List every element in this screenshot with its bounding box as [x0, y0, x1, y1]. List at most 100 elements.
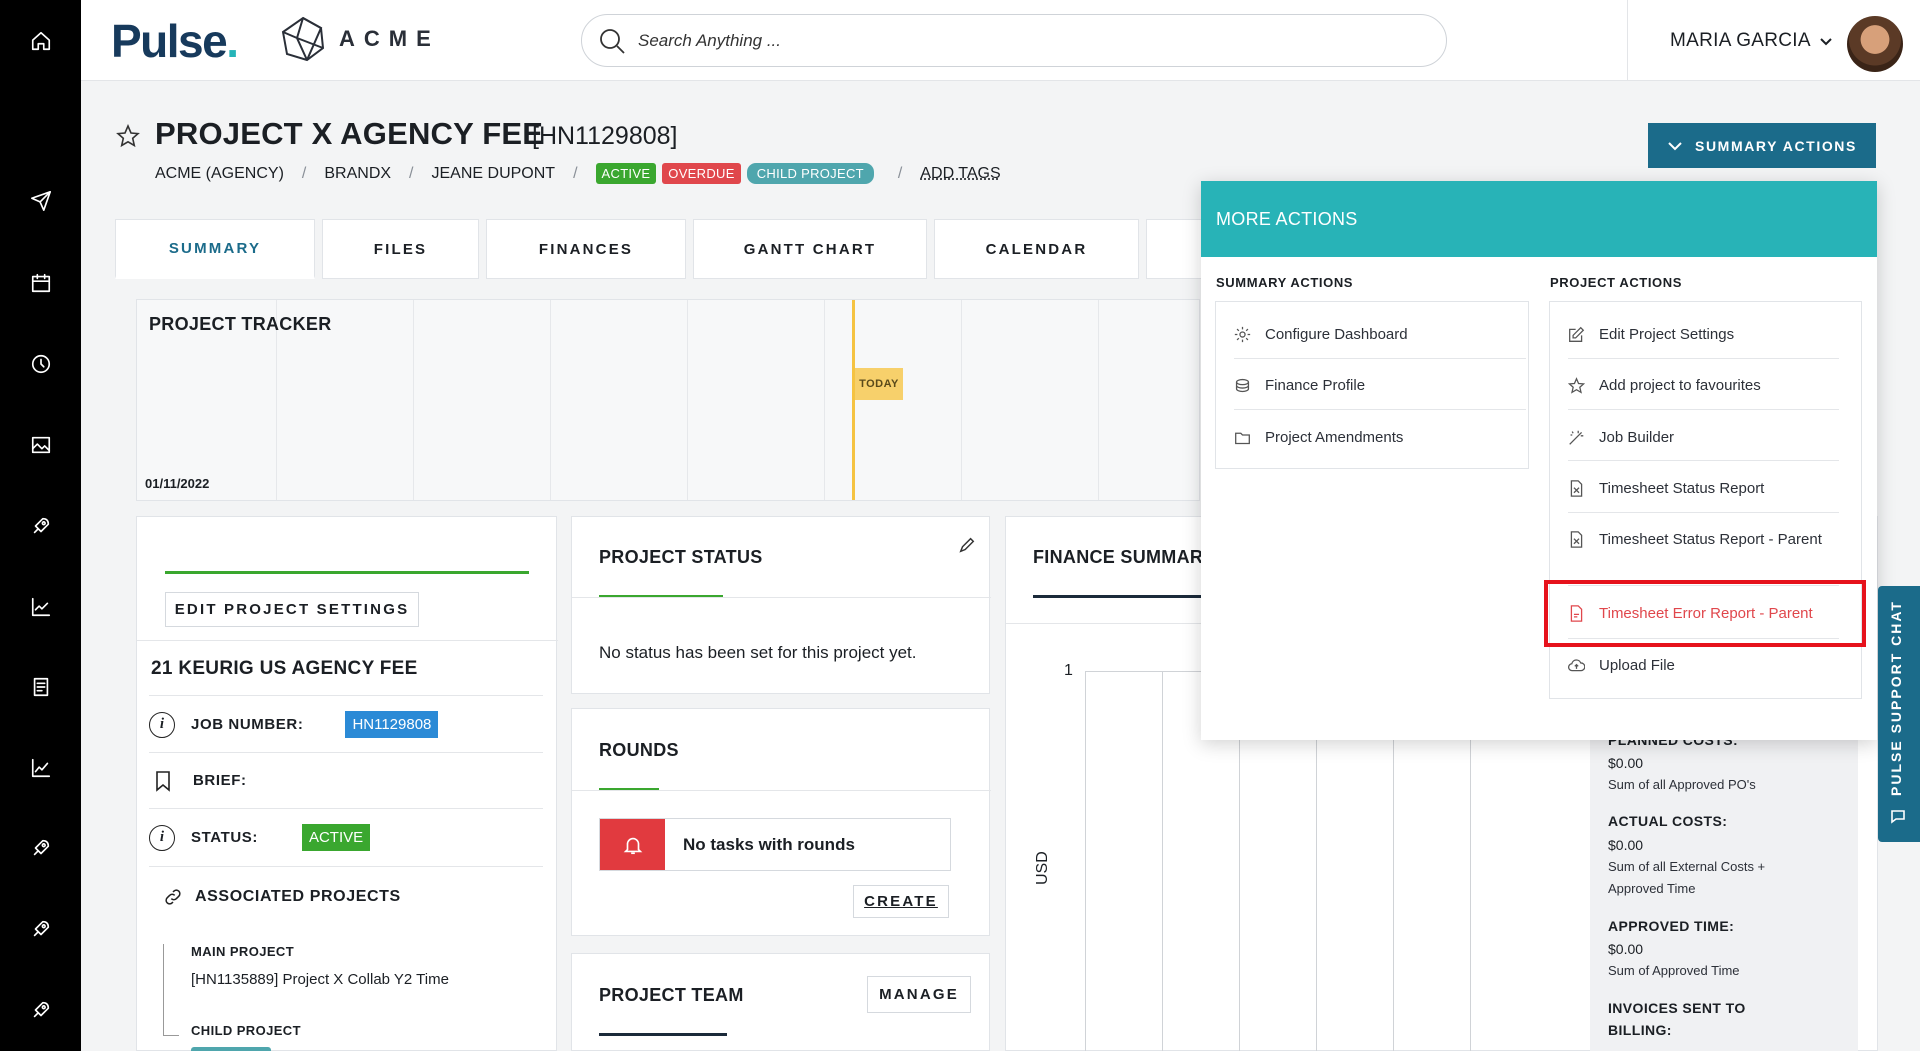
- breadcrumb-brand[interactable]: BRANDX: [324, 165, 391, 183]
- support-chat-tab[interactable]: PULSE SUPPORT CHAT: [1878, 586, 1920, 842]
- edit-project-settings-button[interactable]: EDIT PROJECT SETTINGS: [165, 592, 419, 627]
- chevron-down-icon: [1667, 138, 1683, 154]
- rounds-title: ROUNDS: [599, 740, 679, 761]
- document-icon[interactable]: [26, 672, 56, 702]
- breadcrumb-client[interactable]: ACME (AGENCY): [155, 165, 284, 183]
- rocket-icon[interactable]: [26, 914, 56, 944]
- approved-time-note: Sum of Approved Time: [1608, 960, 1740, 982]
- user-menu[interactable]: MARIA GARCIA: [1670, 30, 1833, 52]
- project-status-title: PROJECT STATUS: [599, 547, 763, 568]
- search-input[interactable]: [638, 31, 1418, 51]
- project-actions-heading: PROJECT ACTIONS: [1550, 275, 1682, 290]
- star-icon: [1568, 377, 1585, 394]
- project-tracker: PROJECT TRACKER 01/11/2022 TODAY: [136, 299, 1200, 501]
- menu-item-configure-dashboard[interactable]: Configure Dashboard: [1234, 323, 1408, 346]
- search-icon: [598, 27, 626, 55]
- status-badge-overdue: OVERDUE: [662, 163, 740, 184]
- rounds-card: ROUNDS No tasks with rounds CREATE: [571, 708, 990, 936]
- child-project-chip[interactable]: [191, 1047, 271, 1051]
- invoices-label-2: BILLING:: [1608, 1022, 1672, 1038]
- header-divider: [1627, 0, 1628, 81]
- page-title: PROJECT X AGENCY FEE: [155, 116, 543, 152]
- finance-totals-panel: PLANNED COSTS: $0.00 Sum of all Approved…: [1590, 740, 1858, 1051]
- tab-gantt-chart[interactable]: GANTT CHART: [693, 219, 927, 279]
- tracker-title: PROJECT TRACKER: [149, 314, 332, 335]
- planned-costs-value: $0.00: [1608, 755, 1643, 771]
- project-status-card: PROJECT STATUS No status has been set fo…: [571, 516, 990, 694]
- home-icon[interactable]: [26, 26, 56, 56]
- manage-team-button[interactable]: MANAGE: [867, 976, 971, 1013]
- menu-item-project-amendments[interactable]: Project Amendments: [1234, 426, 1403, 449]
- rocket-icon[interactable]: [26, 511, 56, 541]
- approved-time-value: $0.00: [1608, 941, 1643, 957]
- chevron-down-icon: [1819, 34, 1833, 48]
- left-nav-rail: [0, 0, 81, 1051]
- rounds-empty-state: No tasks with rounds: [599, 818, 951, 871]
- rocket-icon[interactable]: [26, 995, 56, 1025]
- tab-calendar[interactable]: CALENDAR: [934, 219, 1139, 279]
- associated-projects-heading: ASSOCIATED PROJECTS: [163, 887, 401, 907]
- actual-costs-note-1: Sum of all External Costs +: [1608, 856, 1765, 878]
- project-code: [HN1129808]: [532, 122, 677, 151]
- menu-item-timesheet-status-report[interactable]: Timesheet Status Report: [1568, 477, 1764, 500]
- menu-item-job-builder[interactable]: Job Builder: [1568, 426, 1674, 449]
- y-axis-tick: 1: [1064, 662, 1073, 680]
- summary-actions-heading: SUMMARY ACTIONS: [1216, 275, 1353, 290]
- more-actions-title: MORE ACTIONS: [1201, 181, 1877, 257]
- child-project-label: CHILD PROJECT: [191, 1023, 301, 1038]
- invoices-label-1: INVOICES SENT TO: [1608, 1000, 1746, 1016]
- add-tags-link[interactable]: ADD TAGS: [920, 165, 1000, 183]
- search-bar[interactable]: [581, 14, 1447, 67]
- approved-time-label: APPROVED TIME:: [1608, 918, 1734, 934]
- tab-more[interactable]: [1146, 219, 1206, 279]
- acme-logo: ACME: [281, 16, 440, 62]
- tracker-start-date: 01/11/2022: [145, 476, 209, 491]
- rocket-icon[interactable]: [26, 833, 56, 863]
- create-round-button[interactable]: CREATE: [853, 885, 949, 918]
- calendar-icon[interactable]: [26, 268, 56, 298]
- info-icon: i: [149, 825, 175, 851]
- menu-item-edit-project-settings[interactable]: Edit Project Settings: [1568, 323, 1734, 346]
- excel-file-icon: [1568, 531, 1585, 548]
- menu-item-finance-profile[interactable]: Finance Profile: [1234, 374, 1365, 397]
- edit-icon: [1568, 326, 1585, 343]
- avatar[interactable]: [1847, 16, 1903, 72]
- analytics-icon[interactable]: [26, 753, 56, 783]
- breadcrumb-owner[interactable]: JEANE DUPONT: [432, 165, 556, 183]
- tab-files[interactable]: FILES: [322, 219, 479, 279]
- finance-summary-title: FINANCE SUMMARY: [1033, 547, 1215, 568]
- menu-item-timesheet-status-report-parent[interactable]: Timesheet Status Report - Parent: [1568, 528, 1828, 551]
- alert-box: [600, 819, 665, 870]
- status-badge-active: ACTIVE: [596, 163, 657, 184]
- project-team-title: PROJECT TEAM: [599, 985, 744, 1006]
- menu-item-add-to-favourites[interactable]: Add project to favourites: [1568, 374, 1761, 397]
- card-accent-rule: [599, 1033, 727, 1036]
- summary-actions-list: Configure Dashboard Finance Profile Proj…: [1215, 301, 1529, 469]
- excel-file-icon: [1568, 480, 1585, 497]
- breadcrumb: ACME (AGENCY) / BRANDX / JEANE DUPONT / ACT…: [155, 163, 1001, 184]
- status-chip: ACTIVE: [302, 824, 370, 851]
- pencil-icon[interactable]: [958, 536, 976, 554]
- summary-actions-button[interactable]: SUMMARY ACTIONS: [1648, 123, 1876, 168]
- tab-summary[interactable]: SUMMARY: [115, 219, 315, 279]
- status-message: No status has been set for this project …: [599, 643, 917, 663]
- magic-wand-icon: [1568, 429, 1585, 446]
- acme-polyhedron-icon: [281, 16, 325, 62]
- more-actions-dropdown: MORE ACTIONS SUMMARY ACTIONS Configure D…: [1201, 181, 1877, 740]
- pulse-logo[interactable]: Pulse.: [111, 14, 238, 68]
- send-icon[interactable]: [26, 186, 56, 216]
- favourite-star-icon[interactable]: [116, 124, 140, 148]
- menu-item-upload-file[interactable]: Upload File: [1568, 654, 1675, 677]
- project-team-card: PROJECT TEAM MANAGE: [571, 953, 990, 1051]
- card-accent-rule: [165, 571, 529, 574]
- job-number-chip[interactable]: HN1129808: [345, 711, 438, 738]
- chart-icon[interactable]: [26, 592, 56, 622]
- clock-icon[interactable]: [26, 349, 56, 379]
- bookmark-icon: [151, 769, 175, 793]
- main-project-link[interactable]: [HN1135889] Project X Collab Y2 Time: [191, 971, 449, 988]
- actual-costs-label: ACTUAL COSTS:: [1608, 813, 1727, 829]
- image-icon[interactable]: [26, 430, 56, 460]
- cloud-upload-icon: [1568, 657, 1585, 674]
- tree-line: [163, 944, 164, 1036]
- tab-finances[interactable]: FINANCES: [486, 219, 686, 279]
